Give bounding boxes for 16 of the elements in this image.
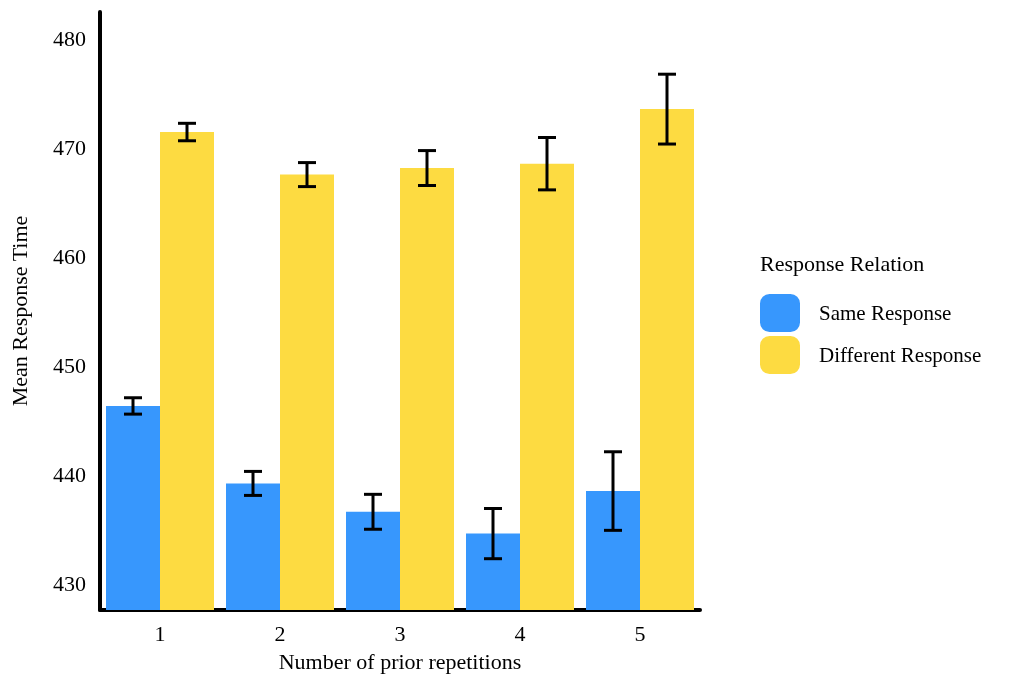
y-tick-label: 480 xyxy=(53,25,86,51)
x-tick-label: 4 xyxy=(514,620,526,646)
x-tick-label: 2 xyxy=(274,620,286,646)
y-tick-label: 430 xyxy=(53,571,86,597)
y-tick-label: 460 xyxy=(53,243,86,269)
x-tick-label: 5 xyxy=(634,620,646,646)
y-axis-title: Mean Response Time xyxy=(6,215,32,407)
y-tick-label: 440 xyxy=(53,462,86,488)
x-tick-label: 1 xyxy=(154,620,166,646)
legend-label: Same Response xyxy=(819,301,952,325)
x-axis-title: Number of prior repetitions xyxy=(278,648,522,674)
x-tick-label: 3 xyxy=(394,620,406,646)
y-tick-label: 450 xyxy=(53,353,86,379)
legend-label: Different Response xyxy=(819,343,982,367)
legend-title: Response Relation xyxy=(760,250,925,276)
y-tick-label: 470 xyxy=(53,134,86,160)
